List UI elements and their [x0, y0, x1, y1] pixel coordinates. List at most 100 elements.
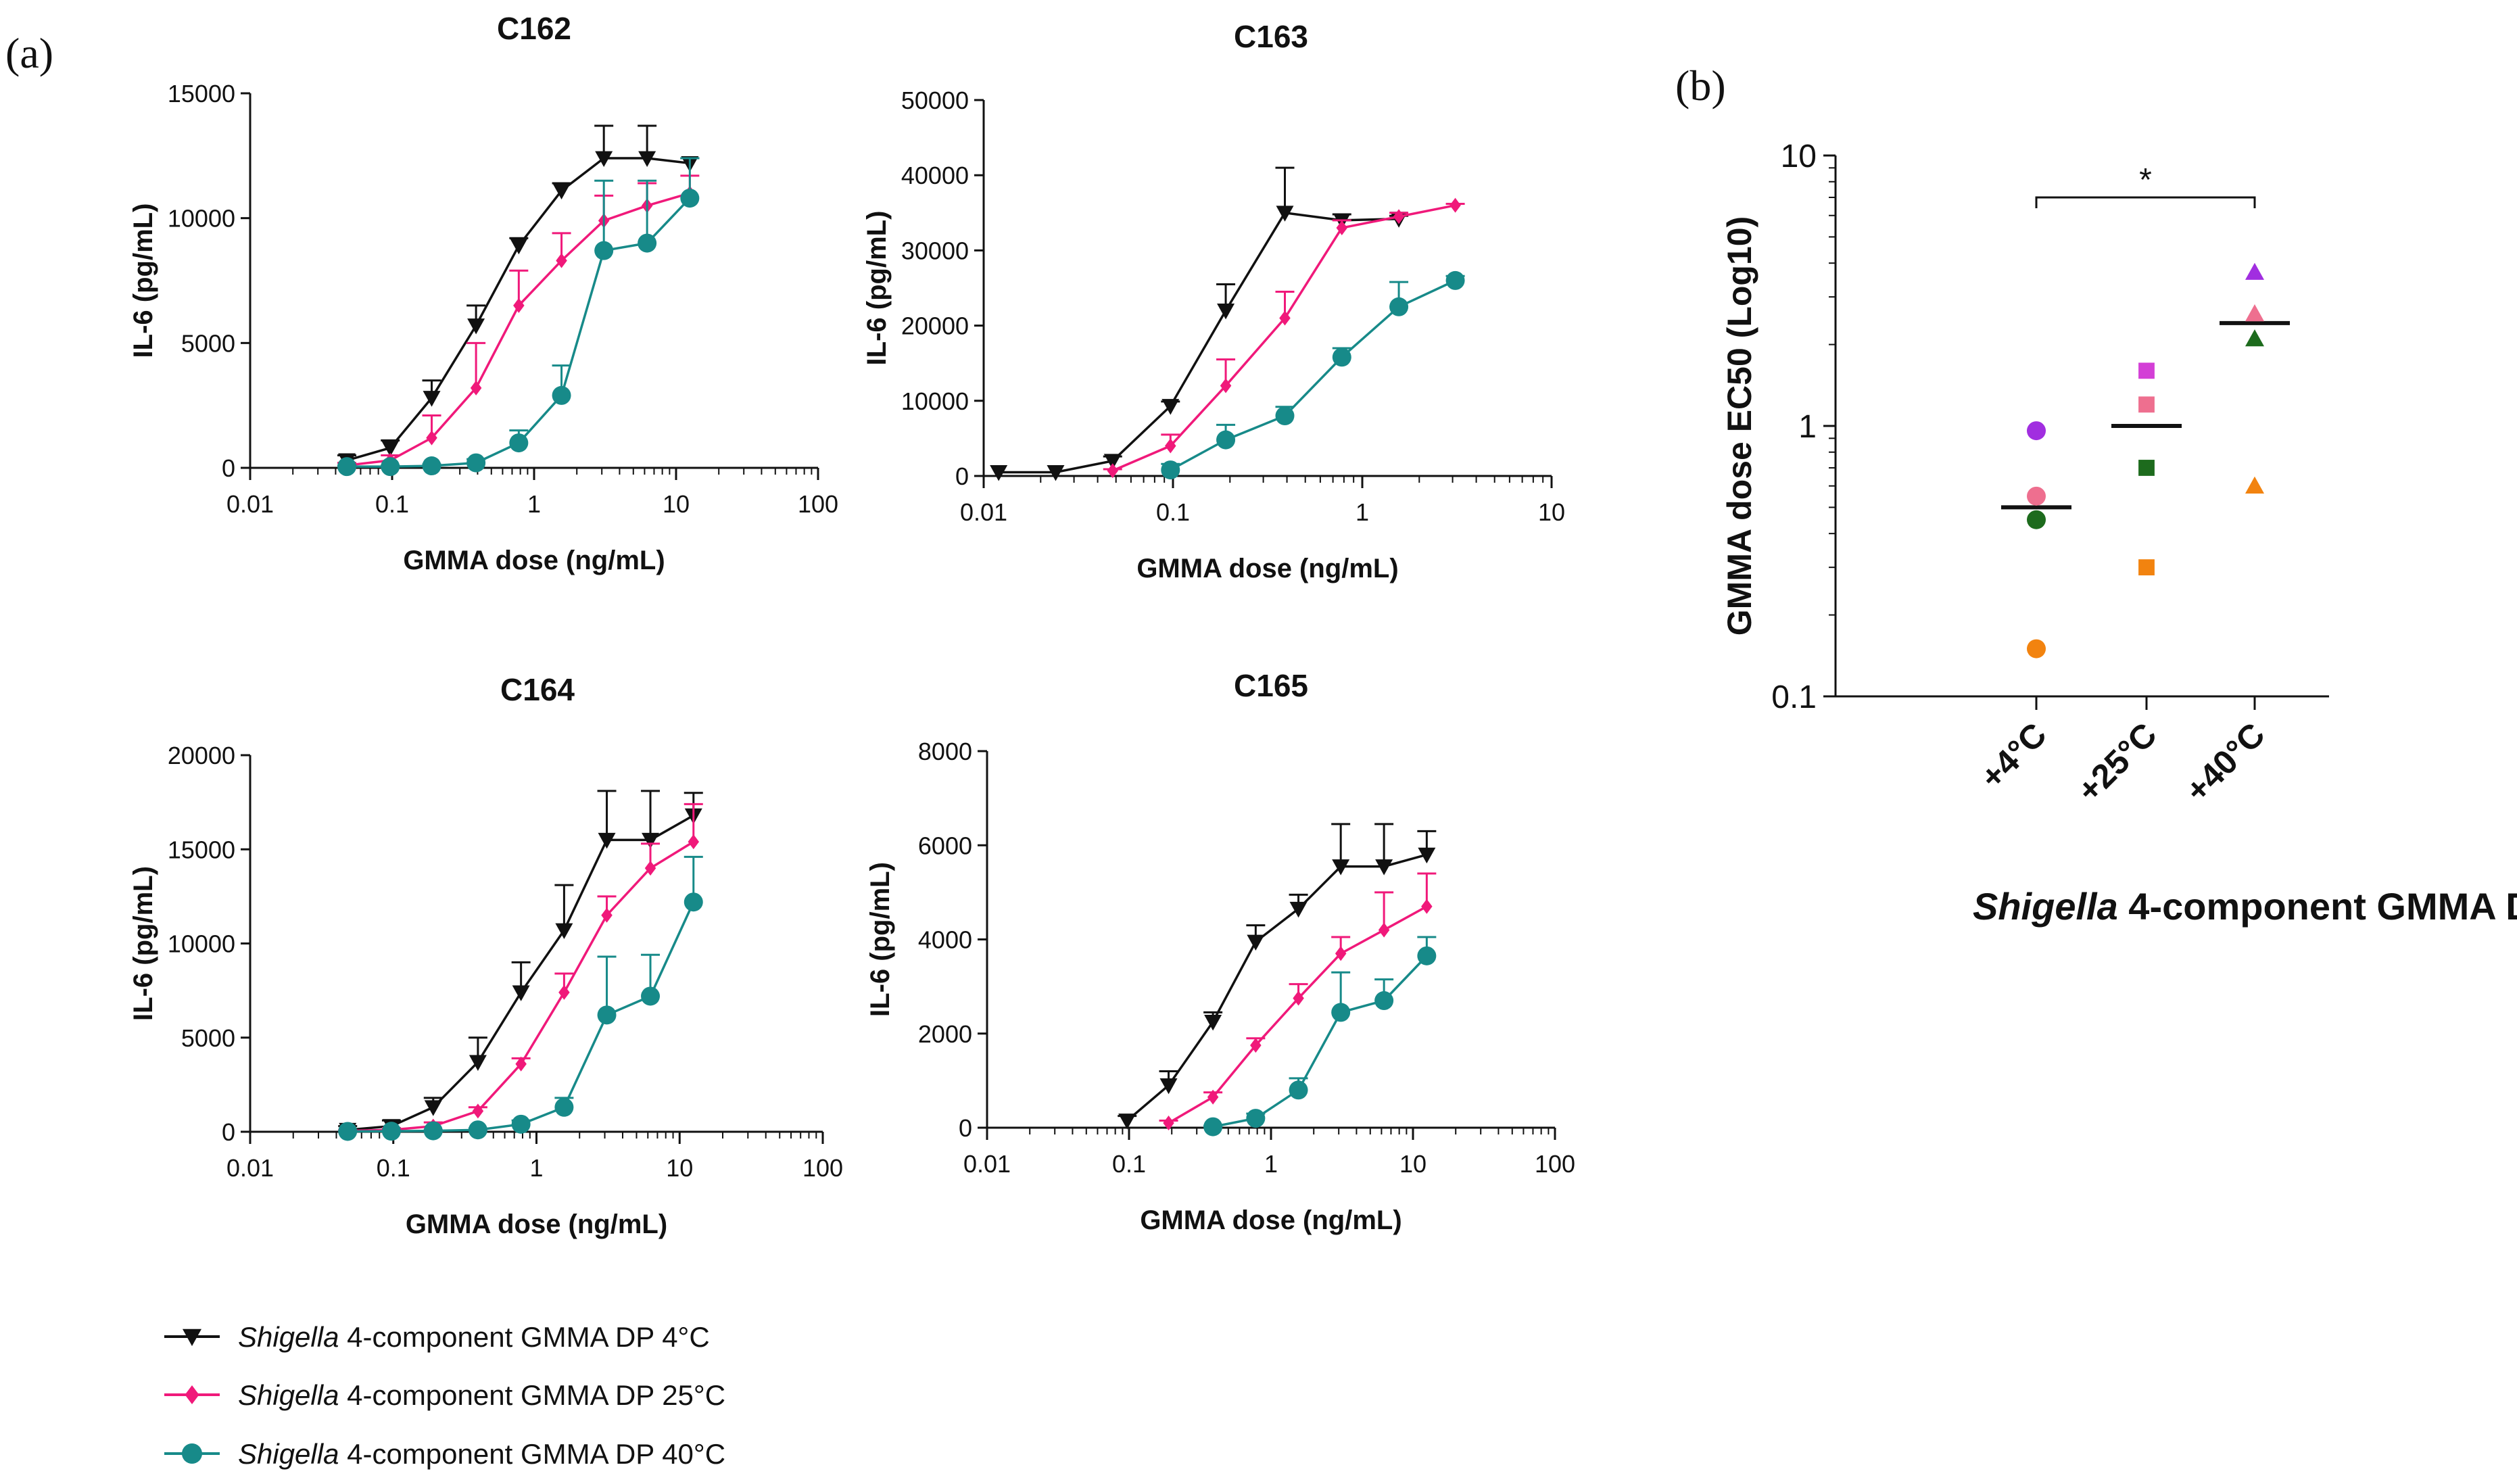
data-point: [1207, 1089, 1219, 1105]
legend-italic: Shigella: [238, 1438, 339, 1470]
x-tick-label: 100: [802, 1154, 843, 1182]
data-point: [513, 297, 525, 313]
data-point: [1103, 454, 1122, 470]
x-tick-label: 1: [529, 1154, 543, 1182]
x-tick-label: 0.1: [1112, 1150, 1146, 1178]
chart-title: C165: [1234, 668, 1308, 703]
legend-text: 4-component GMMA DP 25°C: [339, 1379, 725, 1411]
x-tick-label: 0.01: [226, 490, 274, 518]
ec50-point: [2245, 329, 2264, 347]
ec50-point: [2245, 476, 2264, 494]
data-point: [555, 923, 573, 940]
x-tick-label: 0.1: [1156, 498, 1190, 526]
data-point: [1374, 991, 1394, 1011]
x-tick-label: 10: [666, 1154, 693, 1182]
legend-item: Shigella 4-component GMMA DP 40°C: [238, 1438, 725, 1470]
x-tick-label: 100: [1535, 1150, 1575, 1178]
y-axis-label: IL-6 (pg/mL): [862, 211, 892, 366]
y-tick-label: 40000: [901, 162, 969, 189]
y-tick-label: 15000: [168, 80, 235, 107]
ec50-point: [2245, 304, 2264, 322]
significance-bracket: [2035, 196, 2256, 208]
data-point: [1247, 934, 1265, 951]
data-point: [1163, 1116, 1174, 1131]
series-line: [1112, 204, 1456, 472]
y-tick-label: 0: [222, 454, 235, 482]
ec50-point: [2027, 486, 2046, 506]
data-point: [552, 183, 571, 200]
category-label: +4°C: [1973, 715, 2054, 796]
data-point: [1047, 465, 1065, 481]
y-tick-label: 10: [1781, 139, 1817, 174]
data-point: [1250, 1038, 1262, 1053]
x-tick-label: 0.01: [226, 1154, 274, 1182]
data-point: [423, 391, 441, 407]
x-tick-label: 10: [663, 490, 690, 518]
data-point: [1217, 303, 1235, 320]
data-point: [1118, 1114, 1136, 1130]
ec50-point: [2138, 460, 2155, 476]
y-axis-label: IL-6 (pg/mL): [865, 862, 895, 1017]
data-point: [558, 984, 570, 1000]
legend-marker: [182, 1443, 202, 1464]
x-tick-label: 1: [1264, 1150, 1278, 1178]
data-point: [470, 380, 482, 396]
data-point: [1203, 1117, 1223, 1136]
data-point: [426, 430, 437, 446]
y-tick-label: 1: [1798, 409, 1817, 445]
data-point: [509, 433, 529, 453]
data-point: [1275, 406, 1295, 426]
x-axis-label: GMMA dose (ng/mL): [1136, 554, 1398, 583]
caption-italic: Shigella: [1973, 885, 2118, 928]
data-point: [638, 151, 656, 168]
y-tick-label: 2000: [918, 1020, 972, 1048]
data-point: [641, 986, 661, 1006]
legend-italic: Shigella: [238, 1321, 339, 1353]
x-tick-label: 0.01: [963, 1150, 1011, 1178]
y-tick-label: 0: [959, 1114, 972, 1142]
data-point: [1246, 1109, 1266, 1128]
data-point: [595, 151, 613, 168]
y-tick-label: 10000: [168, 930, 235, 958]
data-point: [597, 1005, 617, 1025]
legend-text: 4-component GMMA DP 4°C: [339, 1321, 709, 1353]
ec50-point: [2027, 639, 2046, 659]
data-point: [469, 1055, 487, 1071]
series-line: [1212, 955, 1428, 1128]
data-point: [1332, 859, 1350, 876]
x-tick-label: 0.1: [375, 490, 409, 518]
data-point: [512, 985, 530, 1001]
y-tick-label: 50000: [901, 87, 969, 114]
data-point: [1375, 859, 1393, 876]
y-tick-label: 6000: [918, 832, 972, 859]
legend-marker: [183, 1329, 201, 1346]
data-point: [556, 253, 567, 268]
data-point: [688, 834, 700, 850]
ec50-point: [2245, 262, 2264, 280]
data-point: [424, 1100, 442, 1116]
data-point: [1417, 946, 1437, 965]
data-point: [472, 1103, 484, 1119]
series-line: [346, 192, 690, 467]
x-axis-label: GMMA dose (ng/mL): [1140, 1205, 1401, 1235]
y-tick-label: 0: [955, 462, 969, 490]
ec50-point: [2138, 559, 2155, 576]
ec50-point: [2027, 510, 2046, 529]
ec50-point: [2027, 421, 2046, 441]
legend-italic: Shigella: [238, 1379, 339, 1411]
data-point: [1336, 220, 1348, 236]
series-line: [1126, 853, 1427, 1122]
data-point: [990, 465, 1008, 481]
legend-item: Shigella 4-component GMMA DP 25°C: [238, 1379, 725, 1411]
data-point: [594, 241, 614, 260]
data-point: [423, 1121, 443, 1141]
data-point: [1293, 990, 1304, 1006]
ec50-point: [2138, 396, 2155, 413]
x-tick-label: 0.1: [377, 1154, 410, 1182]
y-axis-label: GMMA dose EC50 (Log10): [1721, 216, 1758, 636]
x-tick-label: 100: [798, 490, 838, 518]
y-tick-label: 30000: [901, 237, 969, 264]
series-line: [999, 211, 1399, 474]
chart-title: C162: [497, 11, 571, 46]
